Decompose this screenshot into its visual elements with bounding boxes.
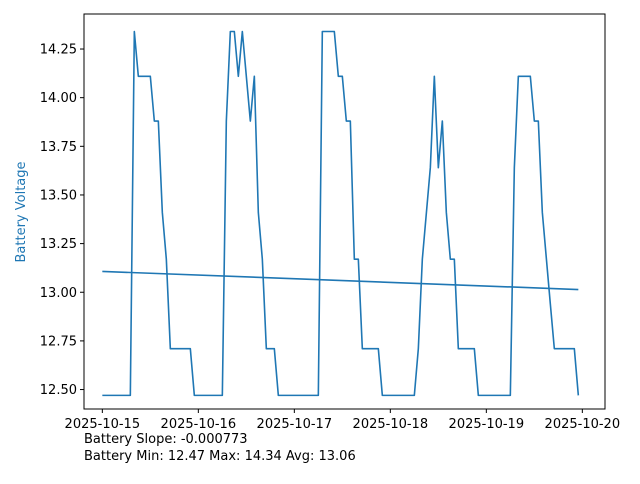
- battery-slope-text: Battery Slope: -0.000773: [84, 432, 248, 447]
- x-tick-label: 2025-10-19: [449, 417, 525, 432]
- x-tick-label: 2025-10-16: [161, 417, 237, 432]
- x-tick-label: 2025-10-18: [353, 417, 429, 432]
- x-tick-label: 2025-10-17: [257, 417, 333, 432]
- y-tick-label: 12.50: [40, 383, 77, 398]
- battery-voltage-line: [102, 30, 580, 397]
- y-tick-label: 13.00: [40, 286, 77, 301]
- y-tick-label: 13.75: [40, 140, 77, 155]
- y-tick-label: 13.50: [40, 188, 77, 203]
- y-tick-label: 13.25: [40, 237, 77, 252]
- x-tick-label: 2025-10-20: [545, 417, 621, 432]
- x-tick-label: 2025-10-15: [65, 417, 141, 432]
- plot-lines: [102, 30, 580, 397]
- battery-stats-text: Battery Min: 12.47 Max: 14.34 Avg: 13.06: [84, 449, 356, 464]
- y-tick-label: 14.00: [40, 91, 77, 106]
- y-axis-label: Battery Voltage: [14, 161, 29, 262]
- y-tick-label: 14.25: [40, 43, 77, 58]
- trend-line: [102, 270, 579, 291]
- plot-frame: [83, 13, 606, 410]
- y-tick-label: 12.75: [40, 334, 77, 349]
- x-axis: 2025-10-15 2025-10-16 2025-10-17 2025-10-18…: [65, 409, 621, 432]
- y-axis: 12.50 12.75 13.00 13.25 13.50 13.75 14.00 14.25: [40, 43, 84, 398]
